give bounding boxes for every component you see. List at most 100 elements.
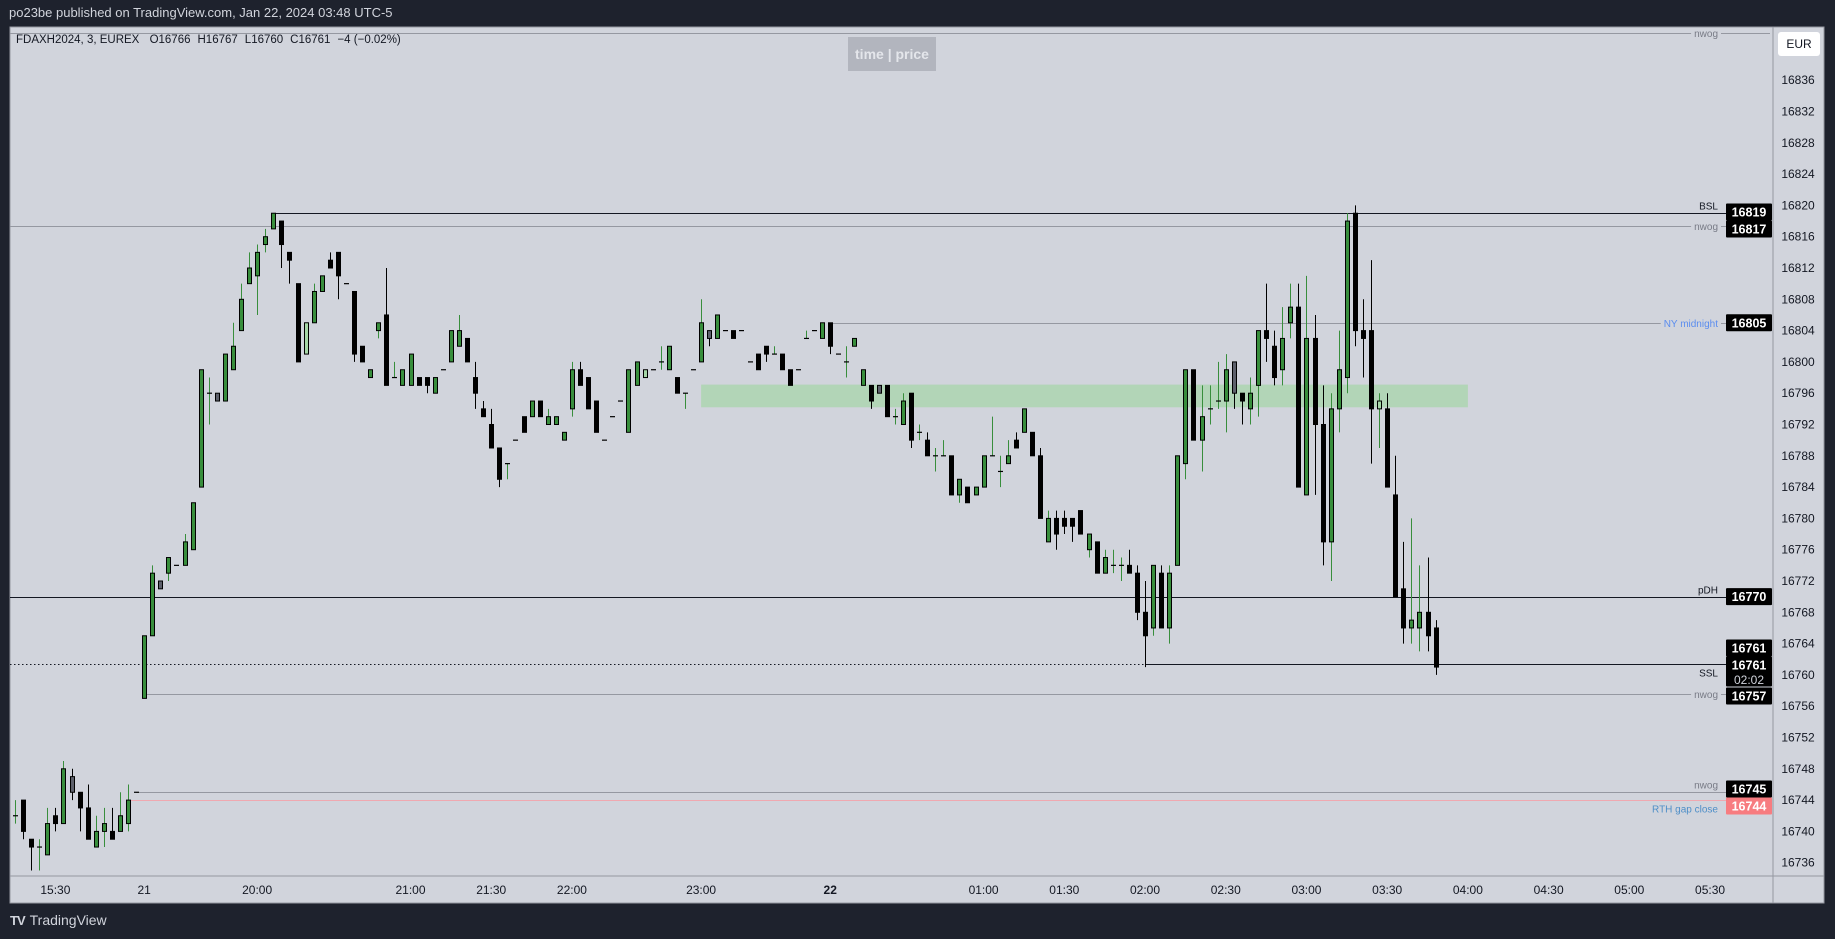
- candle: [941, 440, 946, 457]
- candle-body: [1361, 330, 1366, 339]
- footer-brand[interactable]: TV TradingView: [10, 912, 107, 928]
- candle: [449, 330, 454, 363]
- candle-body: [530, 400, 535, 418]
- candle: [546, 408, 551, 426]
- candle-body: [1369, 330, 1374, 410]
- candle-body: [1345, 220, 1350, 379]
- time-tick-label: 04:00: [1453, 883, 1483, 897]
- level-labels-layer: nwog BSL nwog NY midnight pDH SSL nwog nwog RTH …: [1652, 28, 1721, 816]
- candle: [1151, 564, 1156, 636]
- candle-body: [538, 400, 543, 418]
- price-tick-label: 16792: [1781, 418, 1815, 432]
- candle: [538, 400, 543, 418]
- candle-body: [255, 251, 260, 277]
- candle-body: [481, 408, 486, 418]
- time-tick-label: 22: [824, 883, 838, 897]
- candle: [223, 353, 228, 402]
- candle-body: [239, 298, 244, 332]
- candle: [360, 345, 365, 363]
- candle-body: [1200, 416, 1205, 441]
- candle-body: [384, 314, 389, 386]
- candle-body: [1159, 572, 1164, 629]
- candle: [1119, 557, 1124, 582]
- candle: [683, 392, 688, 409]
- candle: [110, 807, 115, 840]
- candle-body: [449, 330, 454, 363]
- candle: [142, 635, 147, 699]
- candle: [13, 800, 18, 824]
- candle: [1054, 510, 1059, 550]
- brand-name: TradingView: [29, 912, 107, 928]
- price-tick-label: 16828: [1781, 136, 1815, 150]
- symbol-name[interactable]: FDAXH2024, 3, EUREX: [16, 34, 140, 46]
- candle: [21, 799, 26, 840]
- candle: [1232, 361, 1237, 409]
- candle-body: [1054, 517, 1059, 535]
- candle: [255, 244, 260, 315]
- candle: [465, 337, 470, 363]
- time-tick-label: 15:30: [40, 883, 70, 897]
- candle-body: [869, 384, 874, 402]
- candle: [215, 392, 220, 402]
- candle: [61, 760, 66, 825]
- price-tick-label: 16756: [1781, 699, 1815, 713]
- time-tick-label: 23:00: [686, 883, 716, 897]
- candle-body: [1434, 627, 1439, 668]
- candle-body: [199, 369, 204, 488]
- price-axis[interactable]: 16836 16832 16828 16824 16820 16816 16812 16808…: [1781, 73, 1815, 869]
- level-label: pDH: [1698, 586, 1718, 597]
- candle: [1369, 260, 1374, 464]
- candle: [715, 314, 720, 339]
- candle: [820, 322, 825, 339]
- candle-body: [885, 384, 890, 418]
- price-tick-label: 16744: [1781, 793, 1815, 807]
- candle-body: [78, 791, 83, 809]
- candle-body: [756, 353, 761, 371]
- candle-body: [279, 220, 284, 246]
- currency-button[interactable]: EUR: [1778, 32, 1820, 56]
- candle: [578, 361, 583, 386]
- candle-body: [497, 447, 502, 480]
- candle-body: [1006, 455, 1011, 465]
- candle-body: [263, 236, 268, 246]
- candle: [199, 369, 204, 488]
- price-tick-label: 16740: [1781, 824, 1815, 838]
- time-axis[interactable]: 15:30 21 20:00 21:00 21:30 22:00 23:00 22 01:00 0…: [40, 883, 1725, 897]
- candle-body: [925, 439, 930, 457]
- price-label-box: [1726, 687, 1772, 705]
- candle-body: [546, 416, 551, 426]
- candle: [570, 361, 575, 417]
- candle-body: [271, 212, 276, 230]
- time-tick-label: 02:30: [1211, 883, 1241, 897]
- price-label-text: 16805: [1732, 316, 1767, 330]
- level-label-bg: [1660, 318, 1721, 329]
- level-label: SSL: [1699, 669, 1718, 680]
- candles-layer: [13, 205, 1439, 871]
- candle-body: [53, 815, 58, 825]
- candle: [1143, 581, 1148, 668]
- candle: [1426, 557, 1431, 652]
- candle-body: [409, 353, 414, 386]
- price-label-box: [1726, 780, 1772, 798]
- price-tick-label: 16772: [1781, 574, 1815, 588]
- price-tick-label: 16752: [1781, 730, 1815, 744]
- time-tick-label: 01:30: [1049, 883, 1079, 897]
- candle: [828, 322, 833, 355]
- candle-body: [1337, 369, 1342, 410]
- time-tick-label: 05:00: [1614, 883, 1644, 897]
- candle-body: [731, 330, 736, 339]
- candle: [1353, 205, 1358, 347]
- level-label: BSL: [1699, 202, 1718, 213]
- candle-body: [675, 377, 680, 394]
- price-label-box: [1726, 797, 1772, 815]
- candle: [207, 377, 212, 425]
- candle: [231, 322, 236, 371]
- candle-body: [473, 377, 478, 394]
- candle: [497, 447, 502, 488]
- price-label-box: [1726, 588, 1772, 606]
- candle-body: [699, 322, 704, 363]
- level-label: nwog: [1694, 781, 1718, 792]
- candle: [45, 807, 50, 856]
- candle: [877, 384, 882, 394]
